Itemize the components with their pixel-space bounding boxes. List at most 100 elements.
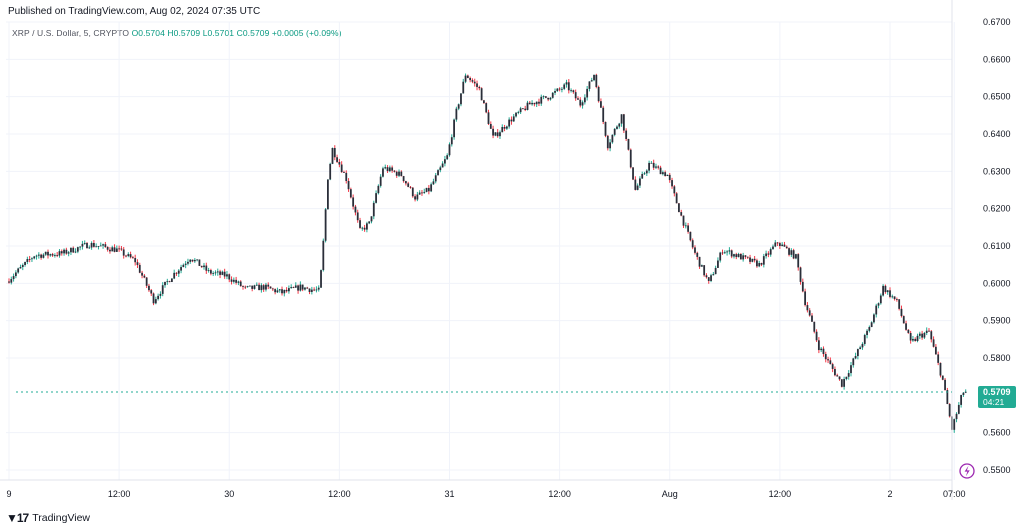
candle-body [964,391,967,393]
candle-body [281,289,283,294]
candle-body [705,275,708,278]
y-tick-label: 0.6600 [983,54,1011,64]
candle-body [216,271,219,273]
candle-body [535,101,538,105]
brand-label: TradingView [32,512,91,524]
candle [214,270,217,276]
candle [453,118,455,140]
candle [895,297,898,302]
candle [115,245,118,253]
symbol-legend[interactable]: XRP / U.S. Dollar, 5, CRYPTO O0.5704 H0.… [12,28,342,38]
candle [441,161,444,168]
candle [409,185,412,189]
candle-body [173,272,176,279]
candle [721,249,724,255]
legend-close: C0.5709 [236,28,270,38]
candle-body [671,180,673,187]
candle [609,139,611,152]
candle-body [19,267,22,269]
candle [882,284,885,297]
candle-body [907,329,910,333]
candle [372,200,375,220]
candle-body [44,251,47,255]
candle [109,247,111,254]
candle-body [831,364,834,369]
x-tick-label: 12:00 [328,489,351,499]
candle-body [522,108,524,110]
candle [434,173,437,184]
candle [863,333,866,346]
candle [671,177,673,189]
candle [664,170,667,177]
y-tick-label: 0.5500 [983,465,1011,475]
candle [31,257,33,262]
candle [416,191,419,202]
candle [58,249,61,258]
candle-body [237,281,240,283]
candle-body [505,126,508,129]
candle-body [735,254,738,258]
candle-body [820,348,823,351]
candle-body [329,163,332,180]
candle-body [577,98,579,100]
candle [891,294,894,299]
candle-body [606,135,609,149]
candle [40,253,43,260]
candle [363,224,366,232]
candle-body [122,249,125,256]
candle [200,265,203,268]
candle [129,251,132,259]
candle [921,330,924,340]
x-tick-label: 12:00 [108,489,131,499]
candle-body [200,265,203,268]
candle [785,245,788,249]
candle-body [925,330,928,333]
candle [778,241,781,249]
tradingview-brand[interactable]: ▼17 TradingView [6,511,90,525]
candle [902,315,905,324]
candle [90,241,93,250]
candle-body [53,255,56,256]
candle-body [918,333,921,336]
candle-body [923,332,926,338]
candle [324,207,327,243]
candle-body [434,175,437,182]
candle [544,96,547,99]
candle-body [58,251,61,256]
candle-body [106,246,109,250]
candle [462,78,465,94]
candle [593,74,595,82]
candle-body [900,308,903,317]
candle-body [304,287,306,290]
candle-body [416,194,419,200]
candle [650,161,653,164]
candle [315,286,318,293]
candle [611,134,614,144]
candle-body [170,278,173,283]
candle-body [778,243,781,247]
candle [97,246,100,250]
candle [645,169,648,177]
candle [198,259,201,266]
candle [150,288,153,297]
candle-body [379,176,382,186]
candle [427,185,430,195]
candle [184,260,187,269]
candle-body [884,285,887,293]
candle [538,98,540,107]
candle [306,286,309,289]
lightning-icon[interactable] [959,463,975,479]
candle-body [265,284,267,290]
candle-body [953,419,956,430]
candle [733,253,735,259]
candle-body [136,262,139,265]
candle [10,276,13,285]
candle [561,87,563,93]
candle-body [363,227,366,230]
candle-body [895,299,898,300]
candle [232,277,235,284]
candle-body [320,270,322,288]
candle [753,256,756,263]
